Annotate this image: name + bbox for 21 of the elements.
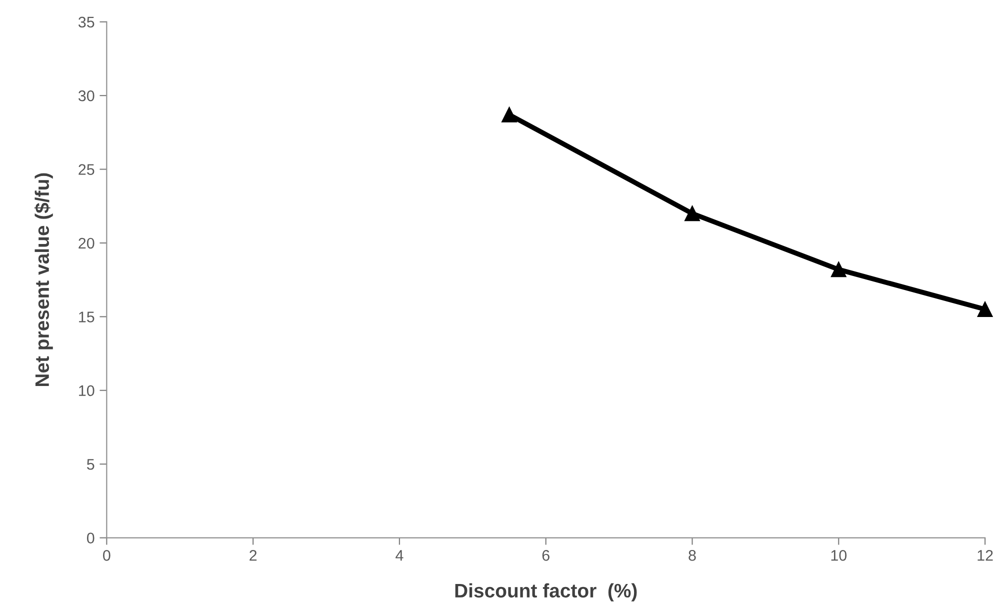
y-tick-label: 0 (86, 532, 94, 544)
x-tick-label: 6 (542, 550, 550, 561)
y-tick-label: 20 (78, 238, 94, 249)
x-tick-label: 8 (688, 550, 696, 561)
point (502, 107, 517, 122)
point (977, 302, 993, 317)
x-tick-label: 2 (250, 550, 257, 561)
x-tick-label: 4 (396, 550, 404, 561)
y-tick-label: 30 (78, 90, 94, 102)
y-tick-label: 15 (79, 312, 94, 322)
y-axis-title: Net present value ($/fu) (34, 173, 53, 386)
point (831, 262, 846, 278)
y-tick-label: 25 (78, 164, 94, 175)
x-axis-title: Discount factor (%) (455, 583, 637, 602)
y-tick-label: 5 (86, 459, 94, 470)
x-tick-label: 0 (103, 550, 110, 561)
x-tick-label: 12 (978, 550, 993, 561)
y-tick-label: 10 (79, 385, 94, 396)
y-tick-label: 35 (78, 16, 94, 28)
x-tick-label: 10 (831, 550, 847, 561)
point (684, 206, 700, 222)
